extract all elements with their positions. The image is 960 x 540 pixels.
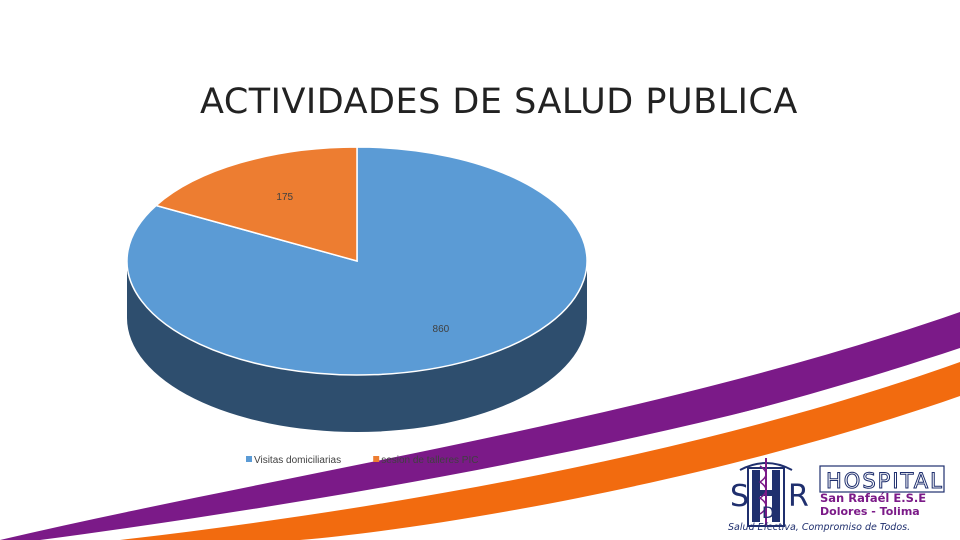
data-label-visitas-domiciliarias: 860 bbox=[433, 324, 450, 335]
logo-subname: San Rafaél E.S.E bbox=[820, 491, 926, 505]
logo-name: HOSPITAL bbox=[826, 469, 944, 493]
legend: Visitas domiciliarias sesion de talleres … bbox=[246, 455, 478, 466]
logo-initial-mid: D bbox=[762, 503, 774, 522]
legend-swatch-sesion-de-talleres-pic bbox=[373, 456, 380, 462]
logo-initial-right: R bbox=[788, 479, 809, 514]
logo-name-box bbox=[819, 465, 945, 493]
pie-top-group bbox=[126, 146, 588, 376]
orange-swoosh bbox=[120, 362, 960, 540]
logo-location: Dolores - Tolima bbox=[820, 505, 920, 518]
pie-side-group bbox=[127, 261, 587, 432]
pie-slice-sesion-de-talleres-pic bbox=[154, 146, 358, 262]
logo-slogan: Salud Efectiva, Compromiso de Todos. bbox=[728, 522, 910, 533]
logo-initial-left: S bbox=[730, 479, 749, 514]
logo-emblem-icon bbox=[739, 458, 793, 527]
legend-swatch-visitas-domiciliarias bbox=[246, 456, 252, 462]
data-label-sesion-de-talleres-pic: 175 bbox=[276, 192, 293, 203]
pie-labels-group: 860 175 bbox=[276, 192, 449, 335]
legend-label-sesion-de-talleres-pic: sesion de talleres PIC bbox=[381, 455, 478, 466]
pie-side-visitas-domiciliarias bbox=[127, 261, 587, 432]
chart-title: ACTIVIDADES DE SALUD PUBLICA bbox=[200, 82, 798, 122]
legend-label-visitas-domiciliarias: Visitas domiciliarias bbox=[254, 455, 341, 466]
